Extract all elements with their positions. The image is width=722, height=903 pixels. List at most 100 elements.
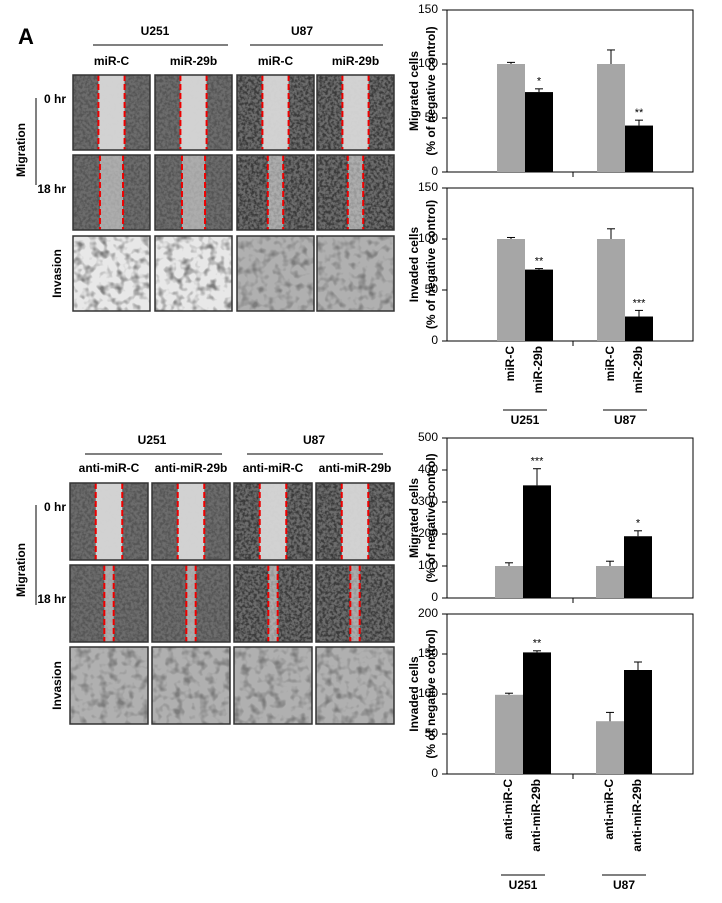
wound-gap — [347, 155, 364, 230]
assay-label: Migration — [14, 123, 28, 177]
image-border — [236, 74, 315, 151]
micrograph — [151, 564, 231, 643]
image-border — [316, 74, 395, 151]
bar — [495, 694, 523, 774]
condition-label: anti-miR-29b — [155, 461, 228, 475]
micrograph — [316, 74, 395, 151]
bar — [596, 721, 624, 774]
invasion-label: Invasion — [50, 661, 64, 710]
y-tick-label: 100 — [418, 231, 438, 245]
y-tick-label: 150 — [418, 646, 438, 660]
micrograph — [72, 235, 151, 312]
category-label: U87 — [614, 413, 636, 427]
image-border — [236, 235, 315, 312]
condition-label: miR-C — [258, 54, 294, 68]
y-tick-label: 100 — [418, 686, 438, 700]
image-border — [72, 235, 151, 312]
image-texture — [317, 236, 394, 311]
image-border — [316, 235, 395, 312]
condition-label: anti-miR-C — [243, 461, 304, 475]
wound-gap — [268, 565, 278, 642]
micrograph — [151, 646, 231, 725]
significance-label: * — [537, 76, 542, 88]
wound-gap — [259, 483, 287, 560]
significance-label: ** — [533, 638, 542, 650]
micrograph — [233, 482, 313, 561]
invasion-label: Invasion — [50, 249, 64, 298]
micrograph — [151, 482, 231, 561]
y-axis-label: (% of negative control) — [424, 200, 438, 329]
condition-label: miR-29b — [332, 54, 379, 68]
x-tick-label: miR-C — [603, 346, 617, 382]
y-tick-label: 150 — [418, 2, 438, 16]
y-tick-label: 0 — [431, 164, 438, 178]
micrograph — [236, 154, 315, 231]
micrograph — [233, 646, 313, 725]
plot-frame — [446, 437, 694, 599]
significance-label: ** — [635, 107, 644, 119]
image-border — [316, 154, 395, 231]
plot-frame — [446, 613, 694, 775]
condition-label: anti-miR-29b — [319, 461, 392, 475]
bar — [523, 485, 551, 598]
micrograph — [69, 564, 149, 643]
condition-label: anti-miR-C — [79, 461, 140, 475]
image-border — [151, 482, 231, 561]
bar — [625, 125, 653, 172]
y-axis-label: Migrated cells — [407, 478, 421, 558]
image-border — [233, 564, 313, 643]
y-tick-label: 400 — [418, 462, 438, 476]
category-label: U251 — [509, 878, 538, 892]
micrograph — [316, 154, 395, 231]
image-border — [151, 646, 231, 725]
y-tick-label: 150 — [418, 180, 438, 194]
x-tick-label: anti-miR-29b — [630, 779, 644, 852]
image-border — [154, 154, 233, 231]
bar — [624, 670, 652, 774]
y-tick-label: 50 — [425, 726, 439, 740]
bar — [497, 239, 525, 341]
time-label: 18 hr — [37, 592, 66, 606]
micrograph — [315, 646, 395, 725]
y-tick-label: 300 — [418, 494, 438, 508]
image-texture — [155, 236, 232, 311]
bar — [525, 269, 553, 341]
image-texture — [234, 647, 312, 724]
panel-label: A — [18, 24, 34, 49]
y-tick-label: 50 — [425, 110, 439, 124]
bar — [523, 652, 551, 774]
micrograph — [233, 564, 313, 643]
plot-frame — [446, 9, 694, 173]
image-border — [72, 74, 151, 151]
image-texture — [73, 236, 150, 311]
micrograph — [236, 74, 315, 151]
significance-label: * — [636, 518, 641, 530]
assay-label: Migration — [14, 543, 28, 597]
micrograph — [315, 482, 395, 561]
significance-label: ** — [535, 255, 544, 267]
cell-line-label: U87 — [303, 433, 325, 447]
micrograph — [69, 646, 149, 725]
micrograph — [154, 74, 233, 151]
micrograph — [154, 154, 233, 231]
y-tick-label: 0 — [431, 590, 438, 604]
wound-gap — [95, 483, 123, 560]
y-axis-label: Invaded cells — [407, 226, 421, 302]
bar — [597, 64, 625, 172]
image-border — [72, 154, 151, 231]
image-border — [233, 482, 313, 561]
significance-label: *** — [633, 297, 647, 309]
micrograph — [72, 154, 151, 231]
y-tick-label: 200 — [418, 526, 438, 540]
cell-line-label: U87 — [291, 24, 313, 38]
x-tick-label: anti-miR-C — [602, 779, 616, 840]
bar — [596, 566, 624, 598]
y-tick-label: 100 — [418, 558, 438, 572]
image-texture — [152, 647, 230, 724]
image-border — [315, 564, 395, 643]
image-texture — [316, 647, 394, 724]
image-border — [151, 564, 231, 643]
wound-gap — [181, 155, 206, 230]
bar — [525, 92, 553, 172]
time-label: 0 hr — [44, 92, 66, 106]
